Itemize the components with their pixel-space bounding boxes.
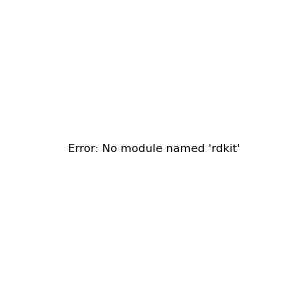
Text: Error: No module named 'rdkit': Error: No module named 'rdkit' [68, 143, 240, 154]
